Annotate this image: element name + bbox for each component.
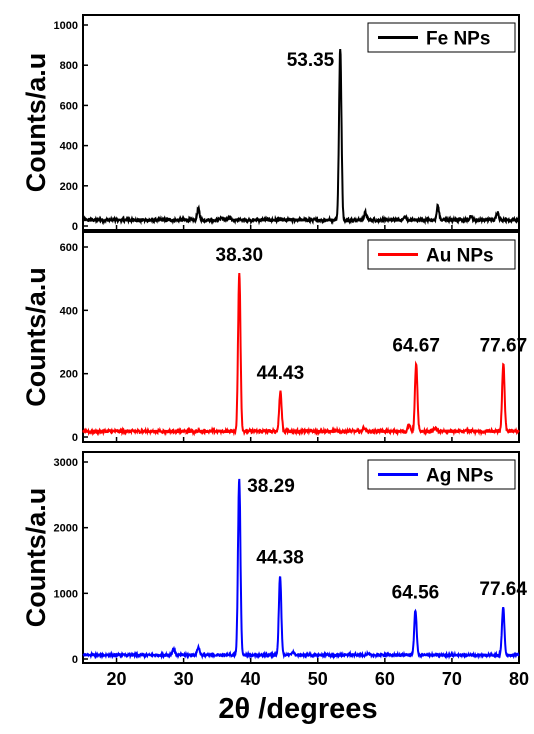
y-tick-label: 0 xyxy=(72,221,78,233)
x-tick-label: 70 xyxy=(442,669,462,689)
x-tick-label: 50 xyxy=(308,669,328,689)
x-tick-label: 40 xyxy=(241,669,261,689)
y-tick-label: 0 xyxy=(72,654,78,666)
panel-au-nps: 0 200 400 600 Counts/a.u 38.30 44.43 64.67 77.67… xyxy=(21,231,528,444)
x-tick-label: 20 xyxy=(107,669,127,689)
y-axis-title: Counts/a.u xyxy=(21,53,51,193)
peak-label: 38.29 xyxy=(247,476,295,497)
legend-label: Fe NPs xyxy=(426,29,490,50)
y-axis-title: Counts/a.u xyxy=(21,267,51,407)
series-line-ag-nps xyxy=(82,478,520,660)
panel-fe-nps: 0 200 400 600 800 1000 Counts/a.u 53.35 Fe NPs xyxy=(21,14,520,233)
legend-label: Ag NPs xyxy=(426,466,494,487)
y-tick-label: 400 xyxy=(60,305,78,317)
peak-label: 38.30 xyxy=(216,245,264,266)
y-tick-label: 200 xyxy=(60,181,78,193)
series-line-au-nps xyxy=(82,273,520,437)
x-tick-label: 30 xyxy=(174,669,194,689)
x-tick-label: 80 xyxy=(509,669,529,689)
y-tick-label: 600 xyxy=(60,100,78,112)
panel-frame xyxy=(82,14,520,231)
peak-label: 64.67 xyxy=(392,336,440,357)
peak-label: 77.64 xyxy=(479,579,527,600)
panel-frame xyxy=(82,451,520,664)
y-tick-label: 600 xyxy=(60,242,78,254)
y-axis-title: Counts/a.u xyxy=(21,488,51,628)
x-axis-title: 2θ /degrees xyxy=(218,693,377,725)
y-tick-label: 1000 xyxy=(54,588,78,600)
legend-label: Au NPs xyxy=(426,246,494,267)
y-tick-label: 2000 xyxy=(54,523,78,535)
series-line-fe-nps xyxy=(82,49,520,226)
y-tick-label: 3000 xyxy=(54,457,78,469)
peak-label: 77.67 xyxy=(480,336,528,357)
panel-frame xyxy=(82,231,520,443)
peak-label: 53.35 xyxy=(287,50,335,71)
peak-label: 44.43 xyxy=(257,363,305,384)
y-tick-label: 200 xyxy=(60,369,78,381)
peak-label: 64.56 xyxy=(392,582,440,603)
y-tick-label: 800 xyxy=(60,60,78,72)
y-tick-label: 400 xyxy=(60,141,78,153)
peak-label: 44.38 xyxy=(256,548,304,569)
x-tick-label: 60 xyxy=(375,669,395,689)
y-tick-label: 1000 xyxy=(54,20,78,32)
panel-ag-nps: 0 1000 2000 3000 Counts/a.u 38.29 44.38 64.56 77… xyxy=(21,451,527,666)
y-tick-label: 0 xyxy=(72,432,78,444)
